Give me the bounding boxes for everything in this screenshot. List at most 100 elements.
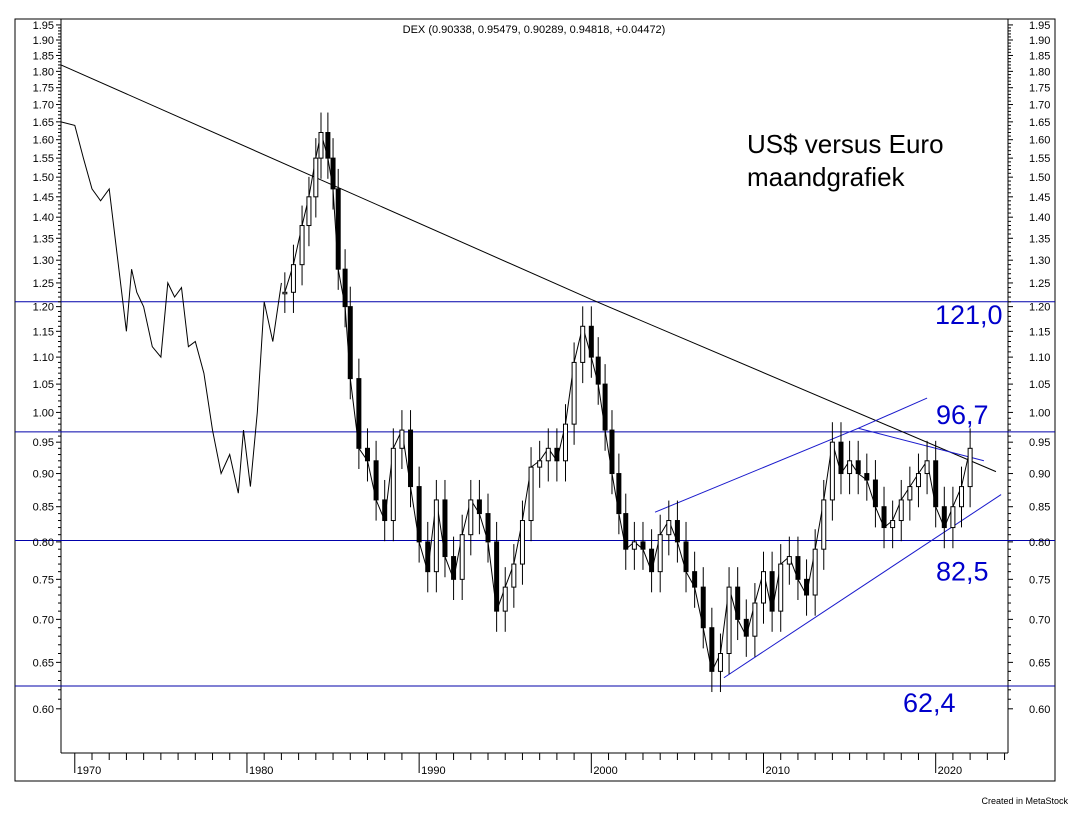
candle-body: [609, 429, 615, 475]
candle-body: [829, 441, 835, 501]
y-tick-label-left: 0.70: [33, 614, 54, 626]
candle-body: [325, 131, 331, 159]
y-tick-label-right: 1.35: [1029, 233, 1050, 245]
candle-body: [616, 473, 622, 515]
y-tick-label-right: 0.60: [1029, 704, 1050, 716]
y-tick-label-right: 1.90: [1029, 35, 1050, 47]
candle-body: [313, 157, 319, 198]
y-tick-label-right: 1.65: [1029, 117, 1050, 129]
candle-body: [674, 520, 680, 543]
y-tick-label-right: 1.85: [1029, 50, 1050, 62]
y-tick-label-left: 1.00: [33, 407, 54, 419]
x-tick-label: 1970: [77, 765, 101, 777]
candle-body: [795, 556, 801, 580]
y-tick-label-left: 1.20: [33, 302, 54, 314]
series-line: [60, 121, 282, 494]
y-tick-label-right: 0.90: [1029, 469, 1050, 481]
candle-body: [881, 506, 887, 529]
level-label: 121,0: [935, 300, 1003, 330]
candle-body: [318, 131, 324, 159]
candle-body: [425, 541, 431, 573]
y-tick-label-left: 1.50: [33, 172, 54, 184]
candle-body: [433, 499, 439, 573]
candle-body: [342, 268, 348, 308]
candle-body: [812, 548, 818, 596]
candle-body: [335, 188, 341, 270]
candle-body: [950, 506, 956, 529]
candle-body: [872, 479, 878, 508]
candle-body: [306, 196, 312, 227]
y-tick-label-left: 1.25: [33, 278, 54, 290]
candle-body: [752, 602, 758, 637]
y-tick-label-left: 0.75: [33, 574, 54, 586]
candle-body: [580, 325, 586, 363]
y-tick-label-left: 0.85: [33, 502, 54, 514]
y-tick-label-right: 1.55: [1029, 153, 1050, 165]
y-tick-label-left: 1.15: [33, 326, 54, 338]
candle-body: [666, 520, 672, 536]
candle-body: [282, 291, 288, 295]
candle-body: [924, 460, 930, 475]
y-tick-label-right: 1.20: [1029, 302, 1050, 314]
candle-body: [502, 586, 508, 612]
candle-body: [907, 486, 913, 501]
candle-body: [735, 586, 741, 620]
y-tick-label-left: 1.60: [33, 135, 54, 147]
candle-body: [330, 157, 336, 190]
candle-body: [778, 563, 784, 612]
y-tick-label-right: 1.25: [1029, 278, 1050, 290]
trend-line: [858, 427, 985, 462]
y-tick-label-right: 1.30: [1029, 255, 1050, 267]
y-tick-label-right: 0.70: [1029, 614, 1050, 626]
y-tick-label-left: 1.30: [33, 255, 54, 267]
candle-body: [915, 473, 921, 488]
candle-body: [847, 460, 853, 475]
y-tick-label-left: 1.75: [33, 83, 54, 95]
trend-line: [858, 397, 928, 429]
plot-frame: [14, 18, 1056, 782]
candle-body: [571, 361, 577, 425]
y-tick-label-right: 0.85: [1029, 502, 1050, 514]
candle-body: [717, 653, 723, 672]
x-tick-label: 1980: [249, 765, 273, 777]
candle-body: [761, 571, 767, 604]
y-tick-label-left: 1.90: [33, 35, 54, 47]
reference-lines: [15, 301, 1055, 687]
level-labels: 121,0 96,7 82,5 62,4: [903, 300, 1003, 718]
y-tick-label-right: 1.70: [1029, 100, 1050, 112]
candle-body: [602, 383, 608, 431]
candle-body: [649, 548, 655, 573]
candle-body: [399, 429, 405, 449]
candle-body: [743, 618, 749, 637]
candle-body: [476, 499, 482, 515]
y-tick-label-left: 1.55: [33, 153, 54, 165]
candle-body: [373, 460, 379, 501]
candle-body: [623, 513, 629, 550]
candle-body: [692, 571, 698, 588]
y-tick-label-right: 1.95: [1029, 20, 1050, 32]
y-tick-label-left: 1.40: [33, 212, 54, 224]
candle-body: [408, 429, 414, 488]
y-tick-label-left: 1.95: [33, 20, 54, 32]
candle-body: [898, 499, 904, 522]
candle-body: [299, 225, 305, 266]
candle-body: [838, 441, 844, 475]
candle-body: [356, 378, 362, 449]
credit-text: Created in MetaStock: [981, 796, 1068, 806]
y-tick-label-left: 1.85: [33, 50, 54, 62]
candle-body: [700, 586, 706, 629]
y-tick-label-right: 1.75: [1029, 83, 1050, 95]
level-label: 82,5: [936, 556, 989, 586]
candle-body: [390, 447, 396, 522]
candle-body: [364, 447, 370, 462]
candle-body: [804, 578, 810, 596]
candle-body: [528, 466, 534, 522]
candle-body: [537, 460, 543, 468]
candle-body: [967, 447, 973, 488]
candle-body: [821, 499, 827, 550]
candle-body: [554, 447, 560, 462]
y-tick-label-left: 0.80: [33, 537, 54, 549]
candle-body: [864, 473, 870, 481]
candle-body: [347, 306, 353, 380]
